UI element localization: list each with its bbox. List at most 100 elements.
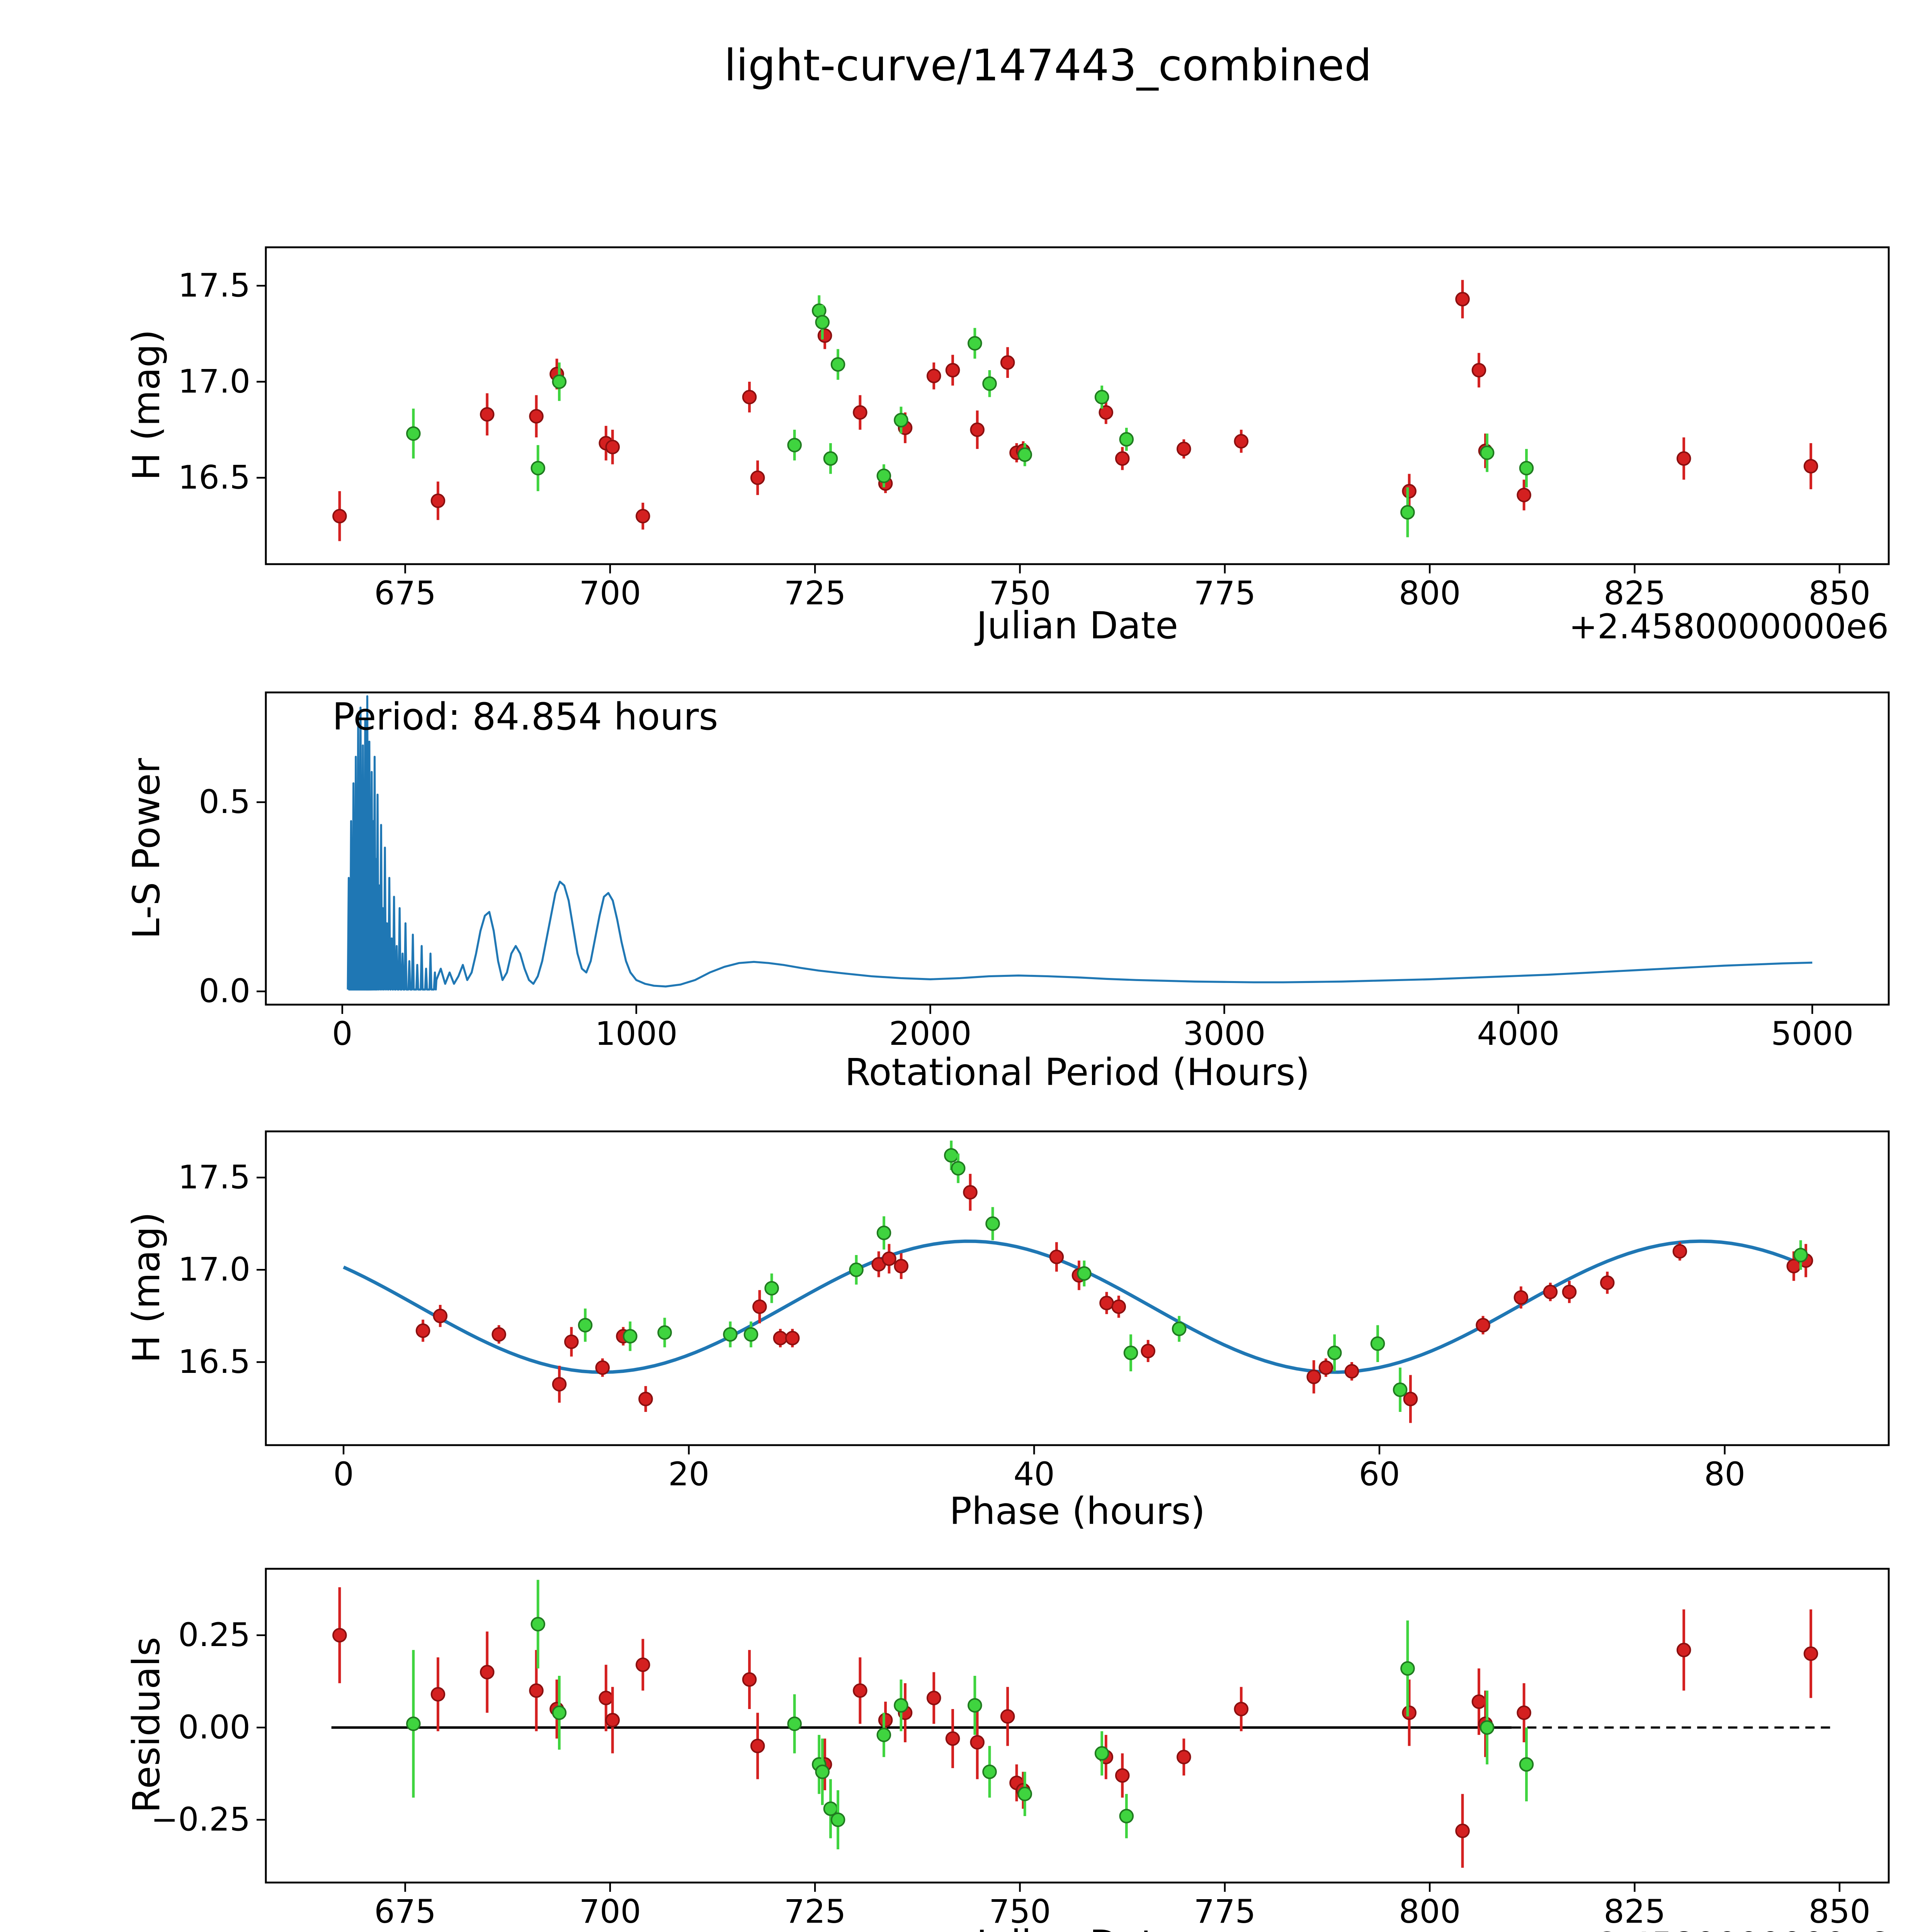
green-data-point: [823, 451, 838, 466]
plot-area-sp1: [332, 280, 1818, 541]
sp2-y-axis-label: L-S Power: [125, 758, 168, 939]
x-tick-label: 20: [668, 1455, 709, 1493]
x-tick-label: 4000: [1477, 1015, 1560, 1053]
red-data-point: [1234, 1702, 1249, 1716]
red-data-point: [878, 1713, 893, 1728]
red-data-point: [1115, 451, 1130, 466]
x-tick-label: 750: [989, 1893, 1051, 1930]
red-data-point: [1455, 292, 1470, 306]
y-tick-label: 16.5: [178, 458, 250, 496]
x-tick-label: 0: [332, 1015, 352, 1053]
green-data-point: [787, 438, 802, 452]
red-data-point: [1803, 1646, 1818, 1661]
x-tick-label: 675: [374, 1893, 436, 1930]
green-data-point: [1077, 1266, 1092, 1281]
red-data-point: [945, 1731, 960, 1746]
red-data-point: [750, 470, 765, 485]
red-data-point: [605, 440, 620, 454]
red-data-point: [970, 1735, 985, 1750]
green-data-point: [723, 1327, 738, 1342]
red-data-point: [970, 422, 985, 437]
red-data-point: [773, 1331, 788, 1345]
red-data-point: [1099, 405, 1114, 420]
x-tick-label: 775: [1194, 574, 1256, 612]
x-tick-label: 675: [374, 574, 436, 612]
y-tick-label: 0.0: [199, 972, 250, 1010]
green-data-point: [1519, 1757, 1534, 1772]
x-tick-label: 0: [333, 1455, 354, 1493]
plot-area-sp4: [331, 1580, 1832, 1868]
green-data-point: [968, 336, 982, 351]
red-data-point: [926, 1690, 941, 1706]
x-tick-label: 800: [1399, 1893, 1461, 1930]
subplot-phase-folded: 0 20 40 60 80 16.5 17.0 17.5: [178, 1130, 1890, 1493]
green-data-point: [406, 1716, 421, 1731]
red-data-point: [480, 407, 495, 422]
green-data-point: [1094, 389, 1109, 405]
red-data-point: [1600, 1275, 1615, 1290]
red-data-point: [605, 1713, 620, 1728]
green-data-point: [1327, 1345, 1342, 1360]
red-data-point: [1000, 1709, 1015, 1724]
green-data-point: [894, 413, 908, 428]
red-data-point: [1676, 451, 1691, 466]
y-tick-label: 0.00: [178, 1708, 250, 1746]
green-data-point: [1094, 1746, 1109, 1761]
period-annotation: Period: 84.854 hours: [332, 695, 718, 738]
green-data-point: [944, 1148, 959, 1163]
sp4-x-axis-offset: +2.4580000000e6: [1569, 1925, 1889, 1932]
plot-area-sp2: [347, 695, 1813, 991]
red-data-point: [817, 328, 832, 343]
green-data-point: [1172, 1321, 1187, 1336]
red-data-point: [750, 1738, 765, 1753]
red-data-point: [492, 1327, 506, 1342]
red-data-point: [430, 493, 446, 508]
red-data-point: [332, 1628, 347, 1643]
red-data-point: [742, 1672, 757, 1687]
green-data-point: [968, 1698, 982, 1713]
green-data-point: [830, 357, 845, 372]
figure-title: light-curve/147443_combined: [724, 41, 1372, 91]
green-data-point: [1519, 461, 1534, 476]
green-data-point: [1393, 1382, 1408, 1397]
sp2-x-axis-label: Rotational Period (Hours): [845, 1051, 1310, 1094]
green-data-point: [578, 1318, 593, 1333]
red-data-point: [1318, 1360, 1333, 1375]
red-data-point: [1562, 1284, 1577, 1299]
red-data-point: [1402, 484, 1417, 498]
subplot-lightcurve-jd: 675 700 725 750 775 800 825 850 16.5 17.0 17.5: [178, 246, 1890, 612]
red-data-point: [1344, 1364, 1359, 1379]
x-tick-label: 5000: [1771, 1015, 1854, 1053]
red-data-point: [1000, 355, 1015, 370]
green-data-point: [1119, 1809, 1134, 1823]
red-data-point: [1476, 1318, 1490, 1333]
green-data-point: [1400, 1661, 1415, 1676]
subplot-periodogram: 0 1000 2000 3000 4000 5000 0.0 0.5: [199, 691, 1890, 1053]
sp1-x-axis-label: Julian Date: [975, 604, 1178, 647]
y-tick-label: 17.0: [178, 362, 250, 400]
red-data-point: [894, 1259, 909, 1274]
red-data-point: [415, 1323, 430, 1338]
red-data-point: [853, 405, 867, 420]
x-tick-label: 850: [1809, 574, 1871, 612]
red-data-point: [1514, 1290, 1529, 1305]
green-data-point: [876, 1225, 891, 1240]
x-tick-label: 825: [1604, 1893, 1665, 1930]
green-data-point: [622, 1329, 638, 1344]
plot-area-sp3: [343, 1140, 1813, 1423]
sp4-x-axis-label: Julian Date: [975, 1922, 1178, 1932]
red-data-point: [1455, 1823, 1470, 1838]
green-data-point: [531, 1617, 546, 1632]
green-data-point: [815, 315, 830, 330]
red-data-point: [882, 1251, 896, 1266]
red-data-point: [1402, 1705, 1417, 1720]
sp3-y-axis-label: H (mag): [125, 1212, 168, 1363]
x-tick-label: 3000: [1183, 1015, 1266, 1053]
red-data-point: [1115, 1768, 1130, 1783]
x-tick-label: 725: [784, 574, 846, 612]
green-data-point: [876, 468, 891, 483]
red-data-point: [1176, 442, 1191, 456]
x-tick-label: 60: [1359, 1455, 1400, 1493]
green-data-point: [876, 1728, 891, 1742]
sp1-y-axis-label: H (mag): [125, 330, 168, 481]
